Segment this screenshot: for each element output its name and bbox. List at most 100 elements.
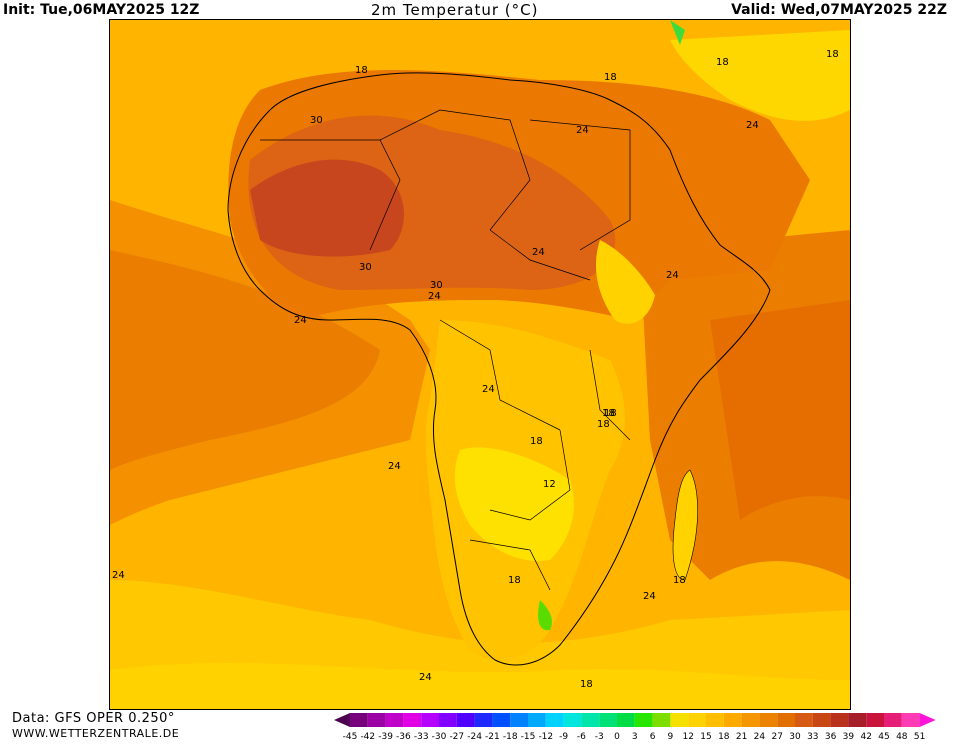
temperature-map: 18 18 24 30 18 24 24 24 18 30 30 24 24 24 24 18 18 18 12 24… [109, 19, 851, 710]
color-legend: -45 -42 -39 -36 -33 -30 -27 -24 -21 -18 -15 -12 -9 -6… [334, 713, 958, 742]
legend-swatch [385, 713, 404, 727]
contour-label: 18 [602, 408, 615, 419]
legend-swatch [884, 713, 902, 727]
legend-tick-label: 9 [668, 732, 674, 741]
contour-label: 24 [419, 672, 432, 683]
legend-tick-label: 27 [771, 732, 782, 741]
contour-label: 18 [530, 436, 543, 447]
legend-tick-label: 21 [736, 732, 747, 741]
legend-tick-label: -39 [378, 732, 393, 741]
legend-swatch [563, 713, 582, 727]
legend-swatch [723, 713, 742, 727]
legend-tick-label: 45 [878, 732, 889, 741]
contour-label: 18 [604, 72, 617, 83]
map-title: 2m Temperatur (°C) [371, 1, 539, 19]
legend-tick-label: 48 [896, 732, 908, 741]
contour-label: 24 [428, 291, 441, 302]
legend-swatch [510, 713, 528, 727]
data-source-label: Data: GFS OPER 0.250° [12, 711, 175, 726]
contour-label: 30 [310, 115, 323, 126]
contour-label: 18 [604, 408, 617, 419]
legend-swatch [759, 713, 778, 727]
legend-tick-label: 36 [825, 732, 837, 741]
africa-coastline [227, 72, 771, 666]
legend-swatch [688, 713, 706, 727]
legend-tick-label: -36 [396, 732, 411, 741]
contour-label: 24 [532, 247, 545, 258]
legend-swatch [848, 713, 867, 727]
contour-label: 24 [112, 570, 125, 581]
contour-label: 24 [666, 270, 679, 281]
legend-swatch [777, 713, 795, 727]
contour-label: 24 [294, 315, 307, 326]
contour-label: 24 [746, 120, 759, 131]
legend-tick-label: 18 [718, 732, 730, 741]
valid-time-label: Valid: Wed,07MAY2025 22Z [731, 2, 947, 18]
legend-tick-label: -24 [467, 732, 482, 741]
legend-swatch [421, 713, 439, 727]
legend-tick-label: -15 [521, 732, 536, 741]
legend-swatch [634, 713, 653, 727]
legend-swatch [617, 713, 635, 727]
legend-swatch [795, 713, 813, 727]
legend-swatch [350, 713, 368, 727]
legend-swatch [403, 713, 422, 727]
legend-tick-label: 51 [914, 732, 925, 741]
legend-tick-label: -27 [449, 732, 464, 741]
legend-tick-label: 0 [614, 732, 620, 741]
legend-swatch [670, 713, 689, 727]
legend-tick-label: 12 [682, 732, 693, 741]
legend-tick-label: 3 [632, 732, 638, 741]
legend-tick-label: -45 [343, 732, 358, 741]
legend-tick-label: 39 [843, 732, 855, 741]
contour-label: 18 [355, 65, 368, 76]
legend-right-arrow [919, 713, 936, 727]
legend-swatch [866, 713, 884, 727]
legend-tick-label: -18 [503, 732, 518, 741]
contour-label: 18 [716, 57, 729, 68]
init-time-label: Init: Tue,06MAY2025 12Z [3, 2, 200, 18]
legend-swatch [474, 713, 493, 727]
legend-swatch [456, 713, 475, 727]
legend-tick-label: -9 [559, 732, 568, 741]
contour-label: 18 [826, 49, 839, 60]
legend-swatch [901, 713, 920, 727]
legend-swatch [581, 713, 600, 727]
legend-tick-label: -21 [485, 732, 500, 741]
contour-label: 24 [643, 591, 656, 602]
legend-tick-label: 24 [754, 732, 766, 741]
legend-swatch [545, 713, 564, 727]
legend-tick-label: -42 [360, 732, 375, 741]
contour-label: 30 [359, 262, 372, 273]
legend-tick-label: -6 [577, 732, 586, 741]
contour-label: 12 [543, 479, 556, 490]
contour-label: 24 [388, 461, 401, 472]
contour-label: 24 [482, 384, 495, 395]
legend-swatch [492, 713, 511, 727]
legend-swatch [439, 713, 457, 727]
contour-label: 24 [576, 125, 589, 136]
legend-swatch [812, 713, 831, 727]
legend-swatch [830, 713, 849, 727]
legend-tick-label: -3 [595, 732, 604, 741]
legend-tick-label: -30 [432, 732, 447, 741]
contour-label: 18 [673, 575, 686, 586]
legend-swatch [741, 713, 760, 727]
contour-label: 18 [597, 419, 610, 430]
legend-tick-label: -33 [414, 732, 429, 741]
contour-label: 18 [508, 575, 521, 586]
legend-swatch [367, 713, 386, 727]
legend-swatch [599, 713, 617, 727]
legend-swatch [528, 713, 546, 727]
contour-label: 18 [580, 679, 593, 690]
legend-tick-label: 6 [650, 732, 656, 741]
legend-swatch [706, 713, 724, 727]
legend-tick-label: 30 [789, 732, 801, 741]
legend-swatch [652, 713, 671, 727]
legend-left-arrow [334, 713, 350, 727]
website-label: WWW.WETTERZENTRALE.DE [12, 727, 180, 740]
legend-tick-label: -12 [538, 732, 553, 741]
legend-tick-label: 33 [807, 732, 818, 741]
legend-tick-label: 42 [860, 732, 871, 741]
contour-label: 30 [430, 280, 443, 291]
